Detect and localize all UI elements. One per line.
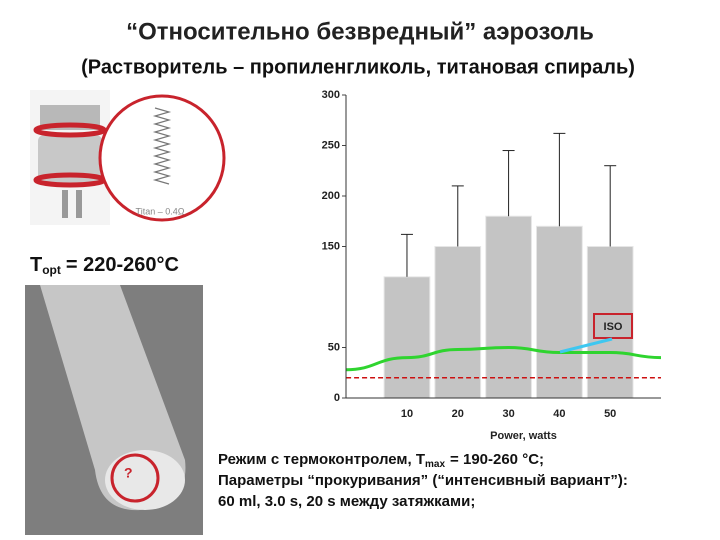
y-tick-label: 250: [322, 139, 340, 151]
coil-label: Titan – 0.4Ω: [136, 206, 185, 216]
bar: [434, 246, 482, 399]
x-tick-label: 20: [452, 408, 464, 420]
caption-line2: Параметры “прокуривания” (“интенсивный в…: [218, 472, 628, 489]
topt-value: = 220-260°C: [66, 254, 179, 276]
x-tick-label: 30: [502, 408, 514, 420]
y-tick-label: 50: [328, 341, 340, 353]
line-series: [345, 345, 662, 372]
topt-symbol: T: [30, 254, 42, 276]
bar: [485, 215, 532, 399]
x-tick-label: 50: [604, 408, 616, 420]
vial-photo: ?: [25, 285, 203, 535]
x-axis-label: Power, watts: [490, 430, 557, 442]
annotation-box: [593, 313, 633, 339]
caption-subscript: max: [425, 459, 445, 470]
topt-box: [25, 245, 215, 285]
bar: [383, 276, 431, 399]
topt: Topt = 220-260°C: [30, 254, 179, 277]
caption-line1: Режим с термоконтролем, Tmax = 190-260 °C…: [218, 451, 544, 470]
topt-subscript: opt: [42, 263, 61, 277]
bar: [536, 225, 583, 399]
slide-subtitle: (Растворитель – пропиленгликоль, титанов…: [81, 56, 635, 78]
coil-photo: Titan – 0.4Ω: [30, 90, 226, 225]
y-tick-label: 200: [322, 190, 340, 202]
annotation: ISO: [604, 321, 623, 333]
y-tick-label: 300: [322, 89, 340, 101]
y-tick-label: 0: [334, 392, 340, 404]
question-mark: ?: [124, 465, 133, 481]
annotation-arrow: [559, 337, 613, 354]
caption-line3: 60 ml, 3.0 s, 20 s между затяжками;: [218, 493, 475, 510]
y-tick-label: 150: [322, 240, 340, 252]
x-tick-label: 40: [553, 408, 565, 420]
x-tick-label: 10: [401, 408, 413, 420]
caption-text: = 190-260 °C;: [450, 451, 544, 468]
slide-title: “Относительно безвредный” аэрозоль: [126, 18, 594, 45]
caption-text: Режим с термоконтролем, T: [218, 451, 425, 468]
chart: 0 50 150 200 250 300 10 20 30 40 50 Power, watts ISO: [322, 89, 662, 442]
